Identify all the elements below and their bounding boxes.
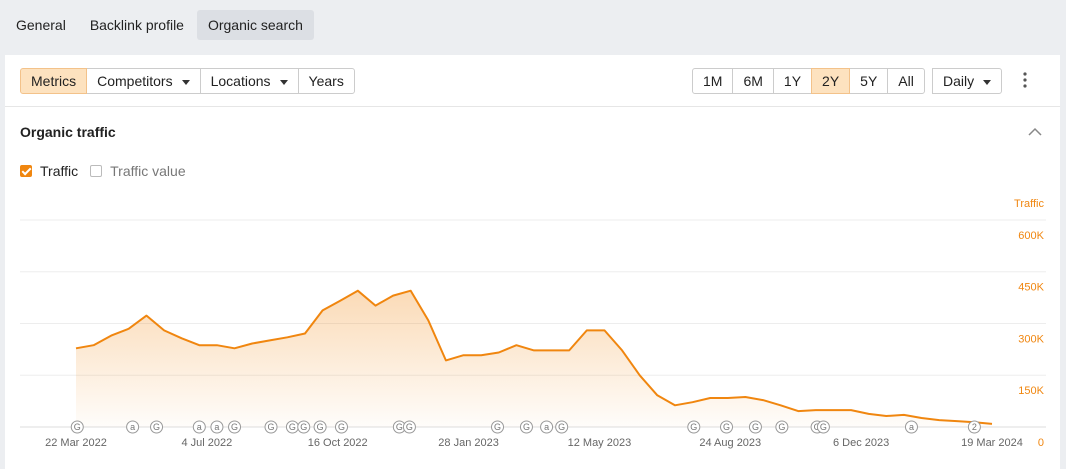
checkbox-box[interactable]	[20, 165, 32, 177]
annotation-label: G	[396, 422, 403, 432]
annotation-marker	[748, 420, 762, 434]
y-axis-label: Traffic	[1014, 198, 1044, 210]
x-tick-label: 24 Aug 2023	[699, 437, 761, 449]
annotation-marker	[210, 420, 224, 434]
annotation-label: G	[494, 422, 501, 432]
annotation-marker	[540, 420, 554, 434]
annotation-label: G	[300, 422, 307, 432]
annotation-marker	[491, 420, 505, 434]
annotation-label: G	[752, 422, 759, 432]
annotation-marker	[297, 420, 311, 434]
annotation-marker	[228, 420, 242, 434]
annotation-marker	[192, 420, 206, 434]
annotation-label: G	[268, 422, 275, 432]
x-tick-label: 28 Jan 2023	[438, 437, 499, 449]
y-tick-label: 0	[1038, 437, 1044, 449]
annotation-label: a	[197, 422, 202, 432]
area	[76, 290, 992, 427]
checkboxes: Traffic Traffic value	[20, 163, 198, 179]
checkbox[interactable]: Traffic	[20, 163, 78, 179]
annotation-label: a	[909, 422, 914, 432]
separator	[5, 106, 1060, 107]
toolbar-button[interactable]: Competitors	[86, 68, 201, 94]
annotation-marker	[150, 420, 164, 434]
checkbox-label[interactable]: Traffic value	[110, 163, 186, 179]
annotation-label: G	[723, 422, 730, 432]
x-tick-label: 4 Jul 2022	[181, 437, 232, 449]
interval-select: Daily	[932, 68, 1003, 94]
annotation-marker	[555, 420, 569, 434]
annotation-marker	[904, 420, 918, 434]
annotation-label: 2	[972, 422, 977, 432]
tab[interactable]: Backlink profile	[89, 17, 184, 33]
annotation-marker	[334, 420, 348, 434]
annotation-marker	[519, 420, 533, 434]
y-tick-label: 150K	[1018, 385, 1044, 397]
x-tick-label: 22 Mar 2022	[45, 437, 107, 449]
y-tick-label: 600K	[1018, 230, 1044, 242]
range-buttons: 1M 6M 1Y 2Y 5Y All	[692, 68, 925, 94]
y-tick-label: 300K	[1018, 333, 1044, 345]
annotation-marker	[967, 420, 981, 434]
annotation-marker	[70, 420, 84, 434]
toolbar-button[interactable]: Locations	[199, 68, 299, 94]
checkbox-label[interactable]: Traffic	[40, 163, 79, 179]
tab[interactable]: General	[16, 17, 66, 33]
x-tick-label: 12 May 2023	[568, 437, 632, 449]
annotation-marker	[402, 420, 416, 434]
annotation-label: a	[214, 422, 219, 432]
annotation-label: G	[338, 422, 345, 432]
annotation-marker	[816, 420, 830, 434]
annotation-marker	[775, 420, 789, 434]
tab[interactable]: Organic search	[196, 10, 314, 40]
toolbar-button[interactable]: Years	[297, 68, 355, 94]
annotation-marker	[264, 420, 278, 434]
annotation-label: G	[289, 422, 296, 432]
range-button[interactable]: 1M	[692, 68, 734, 94]
annotation-label: G	[406, 422, 413, 432]
annotation-label: G	[317, 422, 324, 432]
annotation-label: G	[523, 422, 530, 432]
annotation-marker	[720, 420, 734, 434]
range-button[interactable]: 6M	[732, 68, 774, 94]
section-title: Organic traffic	[20, 124, 116, 140]
range-button[interactable]: 5Y	[849, 68, 889, 94]
annotation-label: G	[231, 422, 238, 432]
more-icon[interactable]	[1015, 68, 1035, 98]
interval[interactable]: Daily	[932, 68, 1003, 94]
checkbox-box[interactable]	[90, 165, 103, 177]
x-tick-label: 6 Dec 2023	[833, 437, 889, 449]
collapse-icon[interactable]	[1025, 122, 1045, 142]
tabs: General Backlink profile Organic search	[5, 10, 316, 40]
annotation-label: a	[544, 422, 549, 432]
range-button[interactable]: 2Y	[811, 68, 851, 94]
x-tick-label: 16 Oct 2022	[308, 437, 368, 449]
annotation-label: G	[690, 422, 697, 432]
annotation-marker	[313, 420, 327, 434]
toolbar-left: Metrics Competitors Locations Years	[20, 68, 355, 94]
annotation-label: G	[153, 422, 160, 432]
line	[75, 289, 993, 425]
annotation-marker	[687, 420, 701, 434]
annotation-label: G	[778, 422, 785, 432]
x-tick-label: 19 Mar 2024	[961, 437, 1023, 449]
y-tick-label: 450K	[1018, 282, 1044, 294]
annotation-label: G	[558, 422, 565, 432]
annotation-label: G	[820, 422, 827, 432]
range-button[interactable]: All	[887, 68, 925, 94]
annotation-marker	[126, 420, 140, 434]
annotation-label: G	[74, 422, 81, 432]
toolbar-button[interactable]: Metrics	[20, 68, 88, 94]
checkbox[interactable]: Traffic value	[90, 163, 186, 179]
annotation-label: a	[130, 422, 135, 432]
